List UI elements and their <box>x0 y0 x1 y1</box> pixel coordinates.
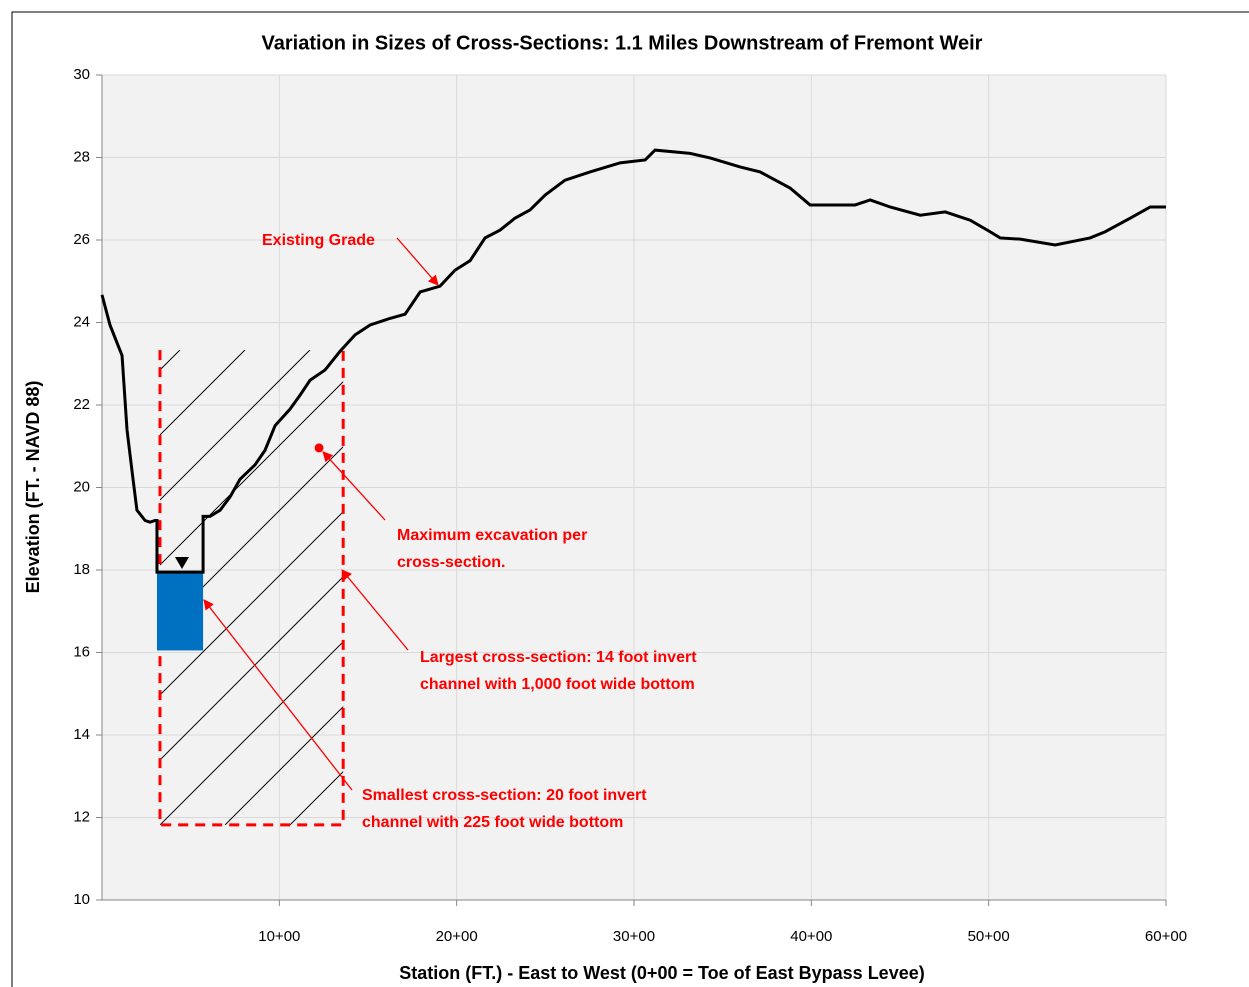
y-tick-label: 16 <box>73 643 90 660</box>
excavation-box <box>158 350 345 827</box>
annotation: Existing Grade <box>262 232 375 249</box>
annotation-arrow <box>396 237 439 286</box>
annotation-arrow <box>203 599 353 791</box>
channel <box>156 572 204 651</box>
annotation: cross-section. <box>397 554 505 571</box>
x-tick-label: 60+00 <box>1145 928 1187 945</box>
annotation: Maximum excavation per <box>397 527 587 544</box>
y-tick-label: 10 <box>73 891 90 908</box>
y-tick-label: 18 <box>73 561 90 578</box>
hatch-line <box>159 381 344 566</box>
annotation: channel with 225 foot wide bottom <box>362 814 623 831</box>
hatch-line <box>224 706 344 825</box>
water-surface <box>174 556 189 569</box>
y-tick-label: 12 <box>73 808 90 825</box>
hatch-line <box>159 511 344 696</box>
annotation: Smallest cross-section: 20 foot invert <box>362 787 647 804</box>
hatch-line <box>159 446 344 631</box>
hatch-line <box>159 641 344 825</box>
grade-line <box>100 148 1166 574</box>
hatch-line <box>159 576 344 761</box>
x-tick-label: 40+00 <box>790 928 832 945</box>
x-tick-label: 50+00 <box>968 928 1010 945</box>
hatch-line <box>159 350 246 436</box>
annotation: channel with 1,000 foot wide bottom <box>420 676 695 693</box>
y-tick-label: 24 <box>73 313 90 330</box>
annotation-arrow <box>322 451 386 521</box>
y-tick-label: 22 <box>73 396 90 413</box>
hatching <box>159 350 344 825</box>
y-axis-label: Elevation (FT. - NAVD 88) <box>23 381 43 594</box>
chart-title: Variation in Sizes of Cross-Sections: 1.… <box>262 32 983 54</box>
x-tick-label: 20+00 <box>436 928 478 945</box>
y-tick-label: 28 <box>73 148 90 165</box>
y-tick-label: 30 <box>73 66 90 83</box>
hatch-line <box>159 350 311 501</box>
x-tick-label: 10+00 <box>258 928 300 945</box>
y-tick-label: 20 <box>73 478 90 495</box>
annotation: Largest cross-section: 14 foot invert <box>420 649 697 666</box>
y-tick-label: 26 <box>73 231 90 248</box>
max-point <box>314 443 324 453</box>
x-tick-label: 30+00 <box>613 928 655 945</box>
annotation-arrow <box>341 569 409 651</box>
x-axis-label: Station (FT.) - East to West (0+00 = Toe… <box>399 963 924 983</box>
y-tick-label: 14 <box>73 726 90 743</box>
